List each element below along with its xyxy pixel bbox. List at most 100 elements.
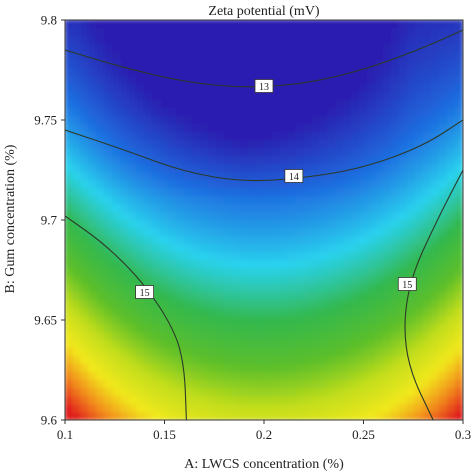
heat-cell xyxy=(152,387,162,397)
heat-cell xyxy=(351,51,361,61)
heat-cell xyxy=(359,363,368,373)
heat-cell xyxy=(366,171,376,181)
heat-cell xyxy=(374,179,384,189)
heat-cell xyxy=(215,155,225,165)
heat-cell xyxy=(359,371,368,381)
heat-cell xyxy=(438,227,448,237)
heat-cell xyxy=(239,251,249,261)
heat-cell xyxy=(223,43,233,53)
heat-cell xyxy=(438,155,448,165)
heat-cell xyxy=(327,379,337,389)
heat-cell xyxy=(167,35,177,45)
heat-cell xyxy=(215,107,225,117)
heat-cell xyxy=(104,20,114,29)
heat-cell xyxy=(303,131,313,141)
heat-cell xyxy=(207,379,217,389)
heat-cell xyxy=(128,387,138,397)
heat-cell xyxy=(366,75,376,85)
heat-cell xyxy=(430,395,440,405)
heat-cell xyxy=(191,371,201,381)
heat-cell xyxy=(327,395,337,405)
heat-cell xyxy=(374,347,384,357)
heat-cell xyxy=(199,267,209,277)
heat-cell xyxy=(239,379,249,389)
heat-cell xyxy=(112,227,122,237)
heat-cell xyxy=(430,35,440,45)
heat-cell xyxy=(128,187,138,197)
heat-cell xyxy=(263,411,273,420)
heat-cell xyxy=(144,43,154,53)
heat-cell xyxy=(231,275,241,285)
heat-cell xyxy=(152,267,162,277)
heat-cell xyxy=(104,363,114,373)
heat-cell xyxy=(327,323,337,333)
heat-cell xyxy=(207,195,217,205)
heat-cell xyxy=(382,275,392,285)
heat-cell xyxy=(72,371,82,381)
heat-cell xyxy=(231,291,241,301)
heat-cell xyxy=(120,251,130,261)
heat-cell xyxy=(80,43,90,53)
heat-cell xyxy=(231,91,241,101)
heat-cell xyxy=(430,403,440,413)
heat-cell xyxy=(207,371,217,381)
heat-cell xyxy=(72,331,82,341)
heat-cell xyxy=(287,123,297,133)
heat-cell xyxy=(319,75,329,85)
heat-cell xyxy=(319,179,329,189)
heat-cell xyxy=(406,51,416,61)
heat-cell xyxy=(96,379,106,389)
heat-cell xyxy=(430,99,440,109)
heat-cell xyxy=(303,243,313,253)
heat-cell xyxy=(454,275,463,285)
heat-cell xyxy=(88,251,98,261)
heat-cell xyxy=(120,395,130,405)
heat-cell xyxy=(311,315,321,325)
heat-cell xyxy=(175,59,185,69)
heat-cell xyxy=(303,363,313,373)
heat-cell xyxy=(207,179,217,189)
heat-cell xyxy=(311,155,321,165)
heat-cell xyxy=(255,179,265,189)
heat-cell xyxy=(351,339,361,349)
heat-cell xyxy=(120,179,130,189)
heat-cell xyxy=(359,51,368,61)
heat-cell xyxy=(287,147,297,157)
heat-cell xyxy=(223,339,233,349)
heat-cell xyxy=(223,259,233,269)
heat-cell xyxy=(215,323,225,333)
heat-cell xyxy=(72,315,82,325)
heat-cell xyxy=(454,291,463,301)
heat-cell xyxy=(319,123,329,133)
heat-cell xyxy=(366,59,376,69)
heat-cell xyxy=(366,91,376,101)
heat-cell xyxy=(231,259,241,269)
heat-cell xyxy=(311,283,321,293)
heat-cell xyxy=(255,267,265,277)
heat-cell xyxy=(446,211,456,221)
heat-cell xyxy=(303,139,313,149)
heat-cell xyxy=(144,67,154,77)
heat-cell xyxy=(88,59,98,69)
heat-cell xyxy=(414,20,424,29)
heat-cell xyxy=(295,307,305,317)
heat-cell xyxy=(287,291,297,301)
heat-cell xyxy=(160,387,169,397)
heat-cell xyxy=(96,163,106,173)
heat-cell xyxy=(438,291,448,301)
heat-cell xyxy=(88,387,98,397)
heat-cell xyxy=(191,20,201,29)
heat-cell xyxy=(406,139,416,149)
heat-cell xyxy=(223,323,233,333)
heat-cell xyxy=(199,355,209,365)
heat-cell xyxy=(160,411,169,420)
heat-cell xyxy=(263,155,273,165)
heat-cell xyxy=(398,179,408,189)
heat-cell xyxy=(438,251,448,261)
heat-cell xyxy=(88,283,98,293)
heat-cell xyxy=(343,211,353,221)
heat-cell xyxy=(398,323,408,333)
heat-cell xyxy=(366,83,376,93)
heat-cell xyxy=(359,67,368,77)
heat-cell xyxy=(295,275,305,285)
